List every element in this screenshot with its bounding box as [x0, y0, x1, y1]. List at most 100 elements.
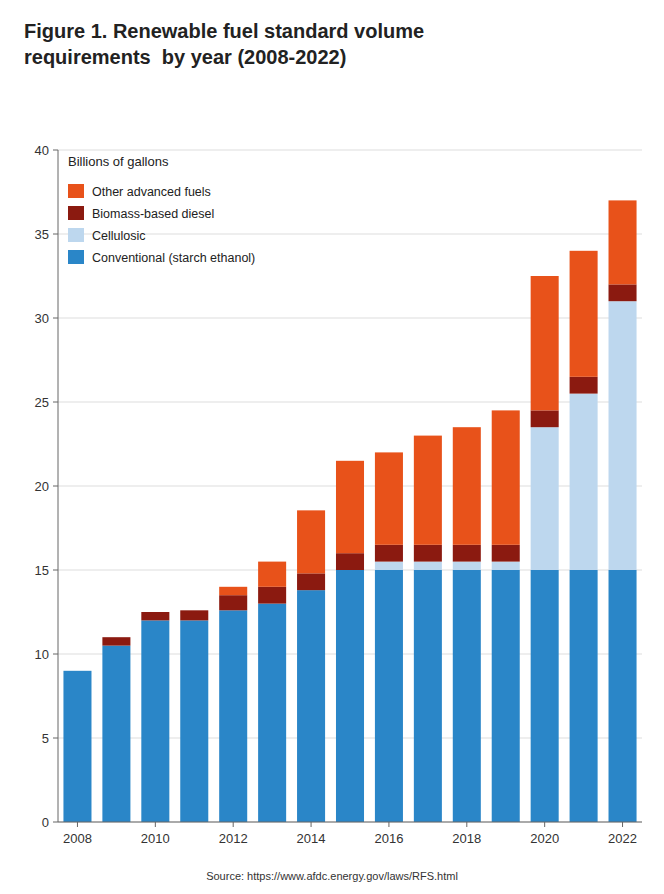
x-tick-label: 2016 — [374, 831, 403, 846]
x-tick — [311, 822, 312, 827]
x-tick — [388, 822, 389, 827]
x-tick — [155, 822, 156, 827]
x-tick-label: 2022 — [608, 831, 637, 846]
y-axis-line — [58, 150, 59, 822]
bar-segment — [570, 377, 598, 394]
bar-segment — [336, 461, 364, 553]
x-tick-label: 2010 — [141, 831, 170, 846]
bar-segment — [375, 452, 403, 544]
bar-segment — [531, 276, 559, 410]
bar-segment — [414, 570, 442, 822]
bar-segment — [180, 610, 208, 611]
y-tick — [53, 486, 58, 487]
y-tick-label: 5 — [42, 731, 49, 746]
bar-segment — [219, 595, 247, 610]
bar-segment — [375, 545, 403, 562]
bar-segment — [492, 570, 520, 822]
bar-segment — [375, 570, 403, 822]
bar-segment — [141, 612, 169, 613]
x-tick — [77, 822, 78, 827]
legend-swatch — [68, 184, 84, 198]
x-tick-label: 2008 — [63, 831, 92, 846]
bar-segment — [414, 562, 442, 570]
bar-segment — [609, 200, 637, 284]
bar-segment — [414, 545, 442, 562]
grid-line — [58, 822, 642, 823]
y-tick-label: 0 — [42, 815, 49, 830]
bar-segment — [336, 570, 364, 822]
bar-segment — [258, 587, 286, 604]
bar-segment — [609, 301, 637, 570]
y-tick-label: 40 — [35, 143, 49, 158]
y-tick-label: 30 — [35, 311, 49, 326]
y-axis-label: Billions of gallons — [68, 154, 169, 169]
series — [219, 200, 636, 595]
bar-segment — [531, 427, 559, 570]
y-tick-label: 25 — [35, 395, 49, 410]
y-tick — [53, 654, 58, 655]
y-tick-label: 20 — [35, 479, 49, 494]
bar-segment — [453, 562, 481, 570]
series — [63, 570, 636, 822]
bar-segment — [570, 570, 598, 822]
bar-segment — [531, 570, 559, 822]
y-tick — [53, 822, 58, 823]
bar-segment — [63, 670, 91, 671]
bar-segment — [492, 562, 520, 570]
bar-segment — [531, 410, 559, 427]
bar-segment — [102, 637, 130, 645]
bar-segment — [180, 620, 208, 822]
bar-segment — [570, 251, 598, 377]
x-tick — [544, 822, 545, 827]
bar-segment — [219, 587, 247, 595]
x-axis: 20082010201220142016201820202022 — [58, 822, 642, 846]
y-tick — [53, 150, 58, 151]
grid-line — [58, 234, 642, 235]
legend-label: Other advanced fuels — [92, 185, 211, 199]
legend-swatch — [68, 228, 84, 242]
bar-segment — [141, 612, 169, 620]
bar-segment — [102, 637, 130, 638]
bars — [63, 200, 636, 822]
bar-segment — [414, 436, 442, 545]
bar-segment — [570, 394, 598, 570]
bar-segment — [258, 562, 286, 587]
y-tick-label: 10 — [35, 647, 49, 662]
y-tick — [53, 570, 58, 571]
y-axis: 0510152025303540 — [35, 143, 58, 830]
bar-segment — [297, 590, 325, 822]
legend: Other advanced fuelsBiomass-based diesel… — [68, 184, 255, 265]
y-tick — [53, 234, 58, 235]
bar-segment — [63, 670, 91, 671]
bar-segment — [453, 570, 481, 822]
x-tick — [233, 822, 234, 827]
x-axis-line — [58, 822, 642, 823]
legend-swatch — [68, 250, 84, 264]
bar-segment — [141, 620, 169, 822]
bar-segment — [63, 671, 91, 822]
grid — [58, 150, 642, 822]
grid-line — [58, 150, 642, 151]
bar-segment — [492, 545, 520, 562]
bar-segment — [336, 553, 364, 570]
bar-segment — [492, 410, 520, 544]
bar-segment — [297, 573, 325, 590]
chart: Figure 1. Renewable fuel standard volume… — [0, 0, 664, 894]
bar-segment — [375, 562, 403, 570]
legend-label: Conventional (starch ethanol) — [92, 251, 255, 265]
bar-segment — [297, 510, 325, 573]
x-tick — [466, 822, 467, 827]
bar-segment — [219, 610, 247, 822]
y-tick — [53, 402, 58, 403]
y-tick — [53, 318, 58, 319]
bar-segment — [180, 610, 208, 620]
bar-segment — [258, 604, 286, 822]
bar-segment — [609, 570, 637, 822]
bar-segment — [453, 427, 481, 545]
y-tick-label: 15 — [35, 563, 49, 578]
bar-segment — [609, 284, 637, 301]
bar-segment — [453, 545, 481, 562]
bar-segment — [102, 646, 130, 822]
x-tick-label: 2020 — [530, 831, 559, 846]
x-tick-label: 2014 — [297, 831, 326, 846]
